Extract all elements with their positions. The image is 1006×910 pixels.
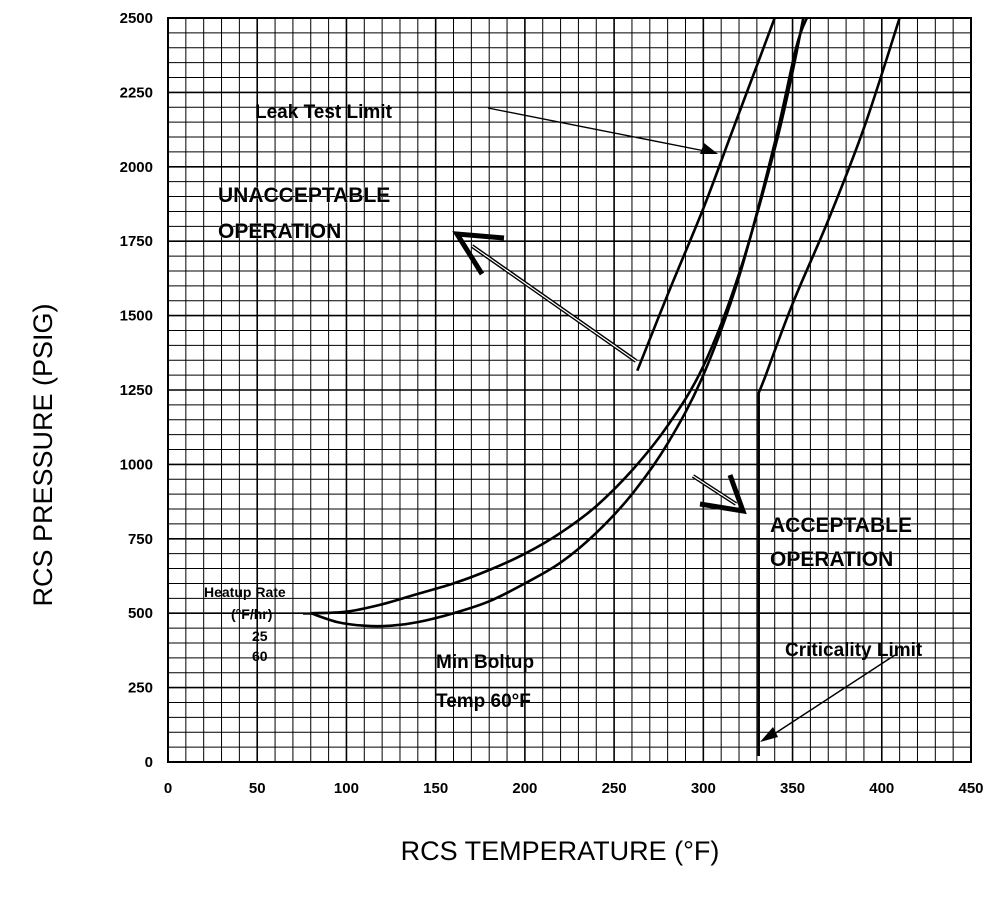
plot-frame xyxy=(167,17,972,763)
unacceptable-arrow-shaft-inner xyxy=(471,245,637,362)
criticality-pointer-line xyxy=(767,654,896,739)
chart-grid xyxy=(167,17,972,763)
y-tick-label: 750 xyxy=(128,531,153,548)
x-tick-label: 250 xyxy=(602,780,627,797)
heatup-25-label: 25 xyxy=(252,628,268,644)
y-axis-title: RCS PRESSURE (PSIG) xyxy=(28,303,58,606)
annotation-pointers xyxy=(303,107,896,742)
y-tick-label: 2000 xyxy=(120,159,153,176)
y-tick-label: 1000 xyxy=(120,456,153,473)
x-tick-label: 150 xyxy=(423,780,448,797)
x-tick-label: 50 xyxy=(249,780,266,797)
criticality-limit-label: Criticality Limit xyxy=(785,640,923,661)
acceptable-label-line1: ACCEPTABLE xyxy=(770,514,912,537)
y-tick-label: 1500 xyxy=(120,308,153,325)
y-tick-label: 1750 xyxy=(120,233,153,250)
heatup-rate-label-line2: (°F/hr) xyxy=(231,606,272,622)
unacceptable-arrow-head xyxy=(452,231,505,276)
min-boltup-label-line2: Temp 60°F xyxy=(436,691,531,712)
heatup-60-curve xyxy=(310,17,809,628)
y-tick-label: 250 xyxy=(128,680,153,697)
unacceptable-label-line1: UNACCEPTABLE xyxy=(218,184,390,207)
x-axis-title: RCS TEMPERATURE (°F) xyxy=(401,836,720,866)
axis-ticks: 0 50 100 150 200 250 300 350 400 450 0 250 500 750 100… xyxy=(120,10,984,797)
x-tick-label: 400 xyxy=(869,780,894,797)
acceptable-arrow-head xyxy=(699,474,747,515)
x-tick-label: 0 xyxy=(164,780,172,797)
x-tick-label: 450 xyxy=(958,780,983,797)
heatup-rate-label-line1: Heatup Rate xyxy=(204,584,286,600)
x-tick-label: 200 xyxy=(512,780,537,797)
y-tick-label: 1250 xyxy=(120,382,153,399)
leak-test-limit-curve xyxy=(636,17,776,372)
acceptable-arrow-shaft-inner xyxy=(692,475,737,505)
unacceptable-label-line2: OPERATION xyxy=(218,220,341,243)
leak-test-limit-label: Leak Test Limit xyxy=(255,102,393,123)
criticality-limit-curve xyxy=(757,17,901,757)
y-tick-label: 0 xyxy=(145,754,153,771)
min-boltup-label-line1: Min Boltup xyxy=(436,652,534,673)
x-tick-label: 300 xyxy=(691,780,716,797)
acceptable-label-line2: OPERATION xyxy=(770,548,893,571)
criticality-pointer-head xyxy=(760,727,778,742)
heatup-60-label: 60 xyxy=(252,648,268,664)
x-tick-label: 100 xyxy=(334,780,359,797)
y-tick-label: 2500 xyxy=(120,10,153,27)
y-tick-label: 2250 xyxy=(120,84,153,101)
leak-test-pointer-head xyxy=(700,143,718,154)
leak-test-pointer-line xyxy=(487,107,711,153)
y-tick-label: 500 xyxy=(128,605,153,622)
chart-series xyxy=(310,17,901,757)
x-tick-label: 350 xyxy=(780,780,805,797)
